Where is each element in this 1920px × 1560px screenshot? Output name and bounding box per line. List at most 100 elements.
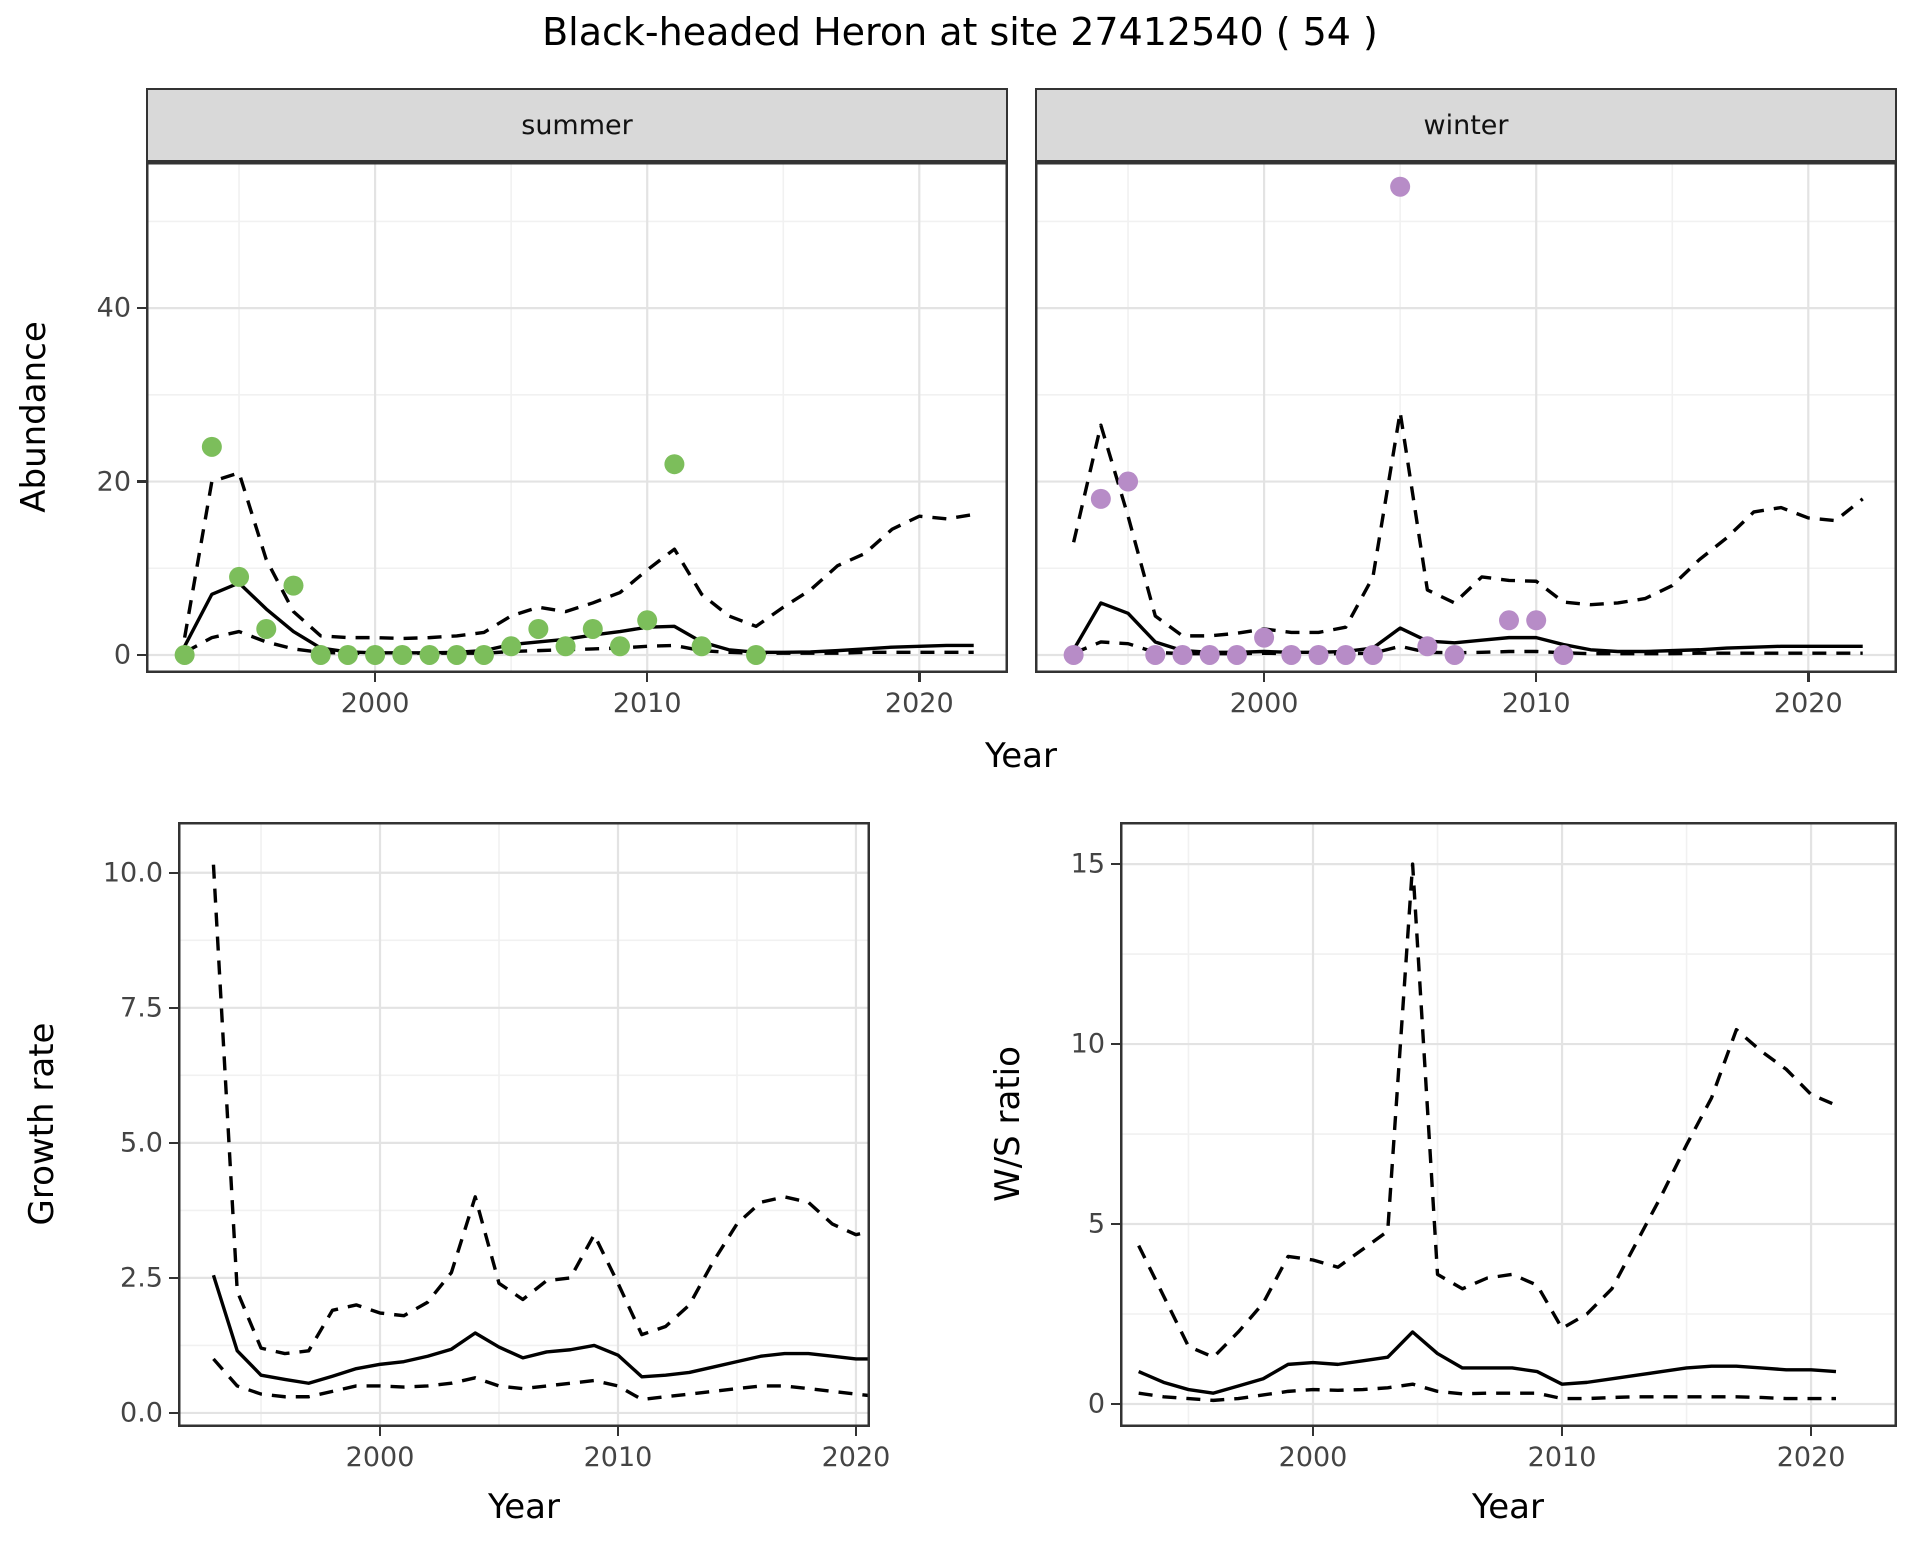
x-tick-label: 2010 [612, 688, 682, 719]
data-point [1335, 644, 1356, 665]
x-tick-mark [1807, 673, 1810, 682]
y-tick-label: 5.0 [120, 1127, 163, 1159]
data-point [337, 644, 358, 665]
x-tick-mark [854, 1427, 858, 1436]
panel-ws-ratio [1120, 822, 1897, 1427]
facet-strip-summer-label: summer [521, 109, 633, 141]
panel-abundance-winter [1035, 162, 1897, 673]
data-point [501, 636, 522, 657]
y-tick-label: 5 [1087, 1208, 1105, 1240]
data-point [1362, 644, 1383, 665]
data-point [1063, 644, 1084, 665]
panel-border [178, 822, 870, 1427]
data-point [664, 454, 685, 475]
data-point [229, 566, 250, 587]
data-point [1444, 644, 1465, 665]
data-point [1145, 644, 1166, 665]
x-tick-label: 2020 [884, 688, 954, 719]
x-tick-mark [1560, 1427, 1564, 1436]
data-point [446, 644, 467, 665]
y-tick-label: 10.0 [102, 857, 163, 889]
axis-title-year-bottom-right: Year [1472, 1487, 1544, 1527]
axis-title-year-bottom-left: Year [488, 1487, 560, 1527]
x-tick-label: 2010 [1501, 688, 1571, 719]
x-tick-label: 2010 [583, 1442, 653, 1473]
data-point [1281, 644, 1302, 665]
data-point [1308, 644, 1329, 665]
abundance-summer-upper-ci-line [182, 471, 974, 641]
x-tick-label: 2020 [1773, 688, 1843, 719]
y-tick-mark [169, 1276, 178, 1280]
abundance-winter-mean-line [1072, 601, 1863, 655]
axis-title-abundance: Abundance [14, 321, 54, 513]
y-tick-mark [169, 871, 178, 875]
y-tick-label: 10 [1070, 1028, 1105, 1060]
x-tick-mark [918, 673, 921, 682]
y-tick-mark [1111, 1222, 1120, 1226]
axis-title-year-top: Year [985, 736, 1057, 776]
data-point [392, 644, 413, 665]
axis-title-ws-ratio: W/S ratio [988, 1046, 1028, 1202]
data-point [1254, 627, 1275, 648]
growth-rate-upper-ci-line [211, 864, 870, 1356]
y-tick-mark [1111, 862, 1120, 866]
x-tick-label: 2000 [1229, 688, 1299, 719]
data-point [419, 644, 440, 665]
data-point [637, 610, 658, 631]
data-point [201, 436, 222, 457]
y-tick-mark [169, 1141, 178, 1145]
ws-ratio-lower-ci-line [1138, 1382, 1836, 1403]
data-point [1498, 610, 1519, 631]
ws-ratio-mean-line [1138, 1330, 1837, 1395]
data-point [174, 644, 195, 665]
facet-strip-winter-label: winter [1423, 109, 1509, 141]
y-tick-mark [137, 306, 146, 310]
plot-title: Black-headed Heron at site 27412540 ( 54… [542, 10, 1378, 54]
data-point [310, 644, 331, 665]
x-tick-mark [1809, 1427, 1813, 1436]
y-tick-label: 0 [113, 639, 131, 671]
panel-border [146, 162, 1008, 673]
abundance-winter-upper-ci-line [1071, 410, 1864, 638]
x-tick-label: 2010 [1527, 1442, 1597, 1473]
x-tick-label: 2000 [340, 688, 410, 719]
y-tick-mark [1111, 1042, 1120, 1046]
y-tick-label: 0.0 [120, 1397, 163, 1429]
abundance-summer-plot [146, 162, 1008, 673]
y-tick-label: 15 [1070, 848, 1105, 880]
ws-ratio-plot [1120, 822, 1897, 1427]
abundance-summer-mean-line [183, 581, 974, 655]
x-tick-mark [1534, 673, 1538, 682]
data-point [473, 644, 494, 665]
x-tick-mark [373, 673, 377, 682]
y-tick-label: 2.5 [120, 1262, 163, 1294]
x-tick-label: 2000 [1278, 1442, 1348, 1473]
x-tick-mark [616, 1427, 620, 1436]
data-point [1226, 644, 1247, 665]
growth-rate-mean-line [211, 1274, 870, 1385]
data-point [691, 636, 712, 657]
data-point [256, 618, 277, 639]
data-point [365, 644, 386, 665]
data-point [1526, 610, 1547, 631]
abundance-winter-plot [1035, 162, 1897, 673]
x-tick-label: 2020 [1776, 1442, 1846, 1473]
x-tick-label: 2000 [345, 1442, 415, 1473]
growth-rate-plot [178, 822, 870, 1427]
x-tick-mark [1311, 1427, 1315, 1436]
ws-ratio-upper-ci-line [1137, 862, 1837, 1359]
y-tick-mark [1111, 1402, 1120, 1406]
panel-growth-rate [178, 822, 870, 1427]
data-point [283, 575, 304, 596]
y-tick-mark [137, 653, 146, 657]
growth-rate-lower-ci-line [212, 1357, 870, 1402]
y-tick-label: 20 [96, 466, 131, 498]
y-tick-mark [137, 480, 146, 483]
y-tick-label: 0 [1087, 1388, 1105, 1420]
x-tick-mark [645, 673, 649, 682]
data-point [528, 618, 549, 639]
x-tick-mark [1262, 673, 1266, 682]
data-point [746, 644, 767, 665]
y-tick-label: 40 [96, 292, 131, 324]
